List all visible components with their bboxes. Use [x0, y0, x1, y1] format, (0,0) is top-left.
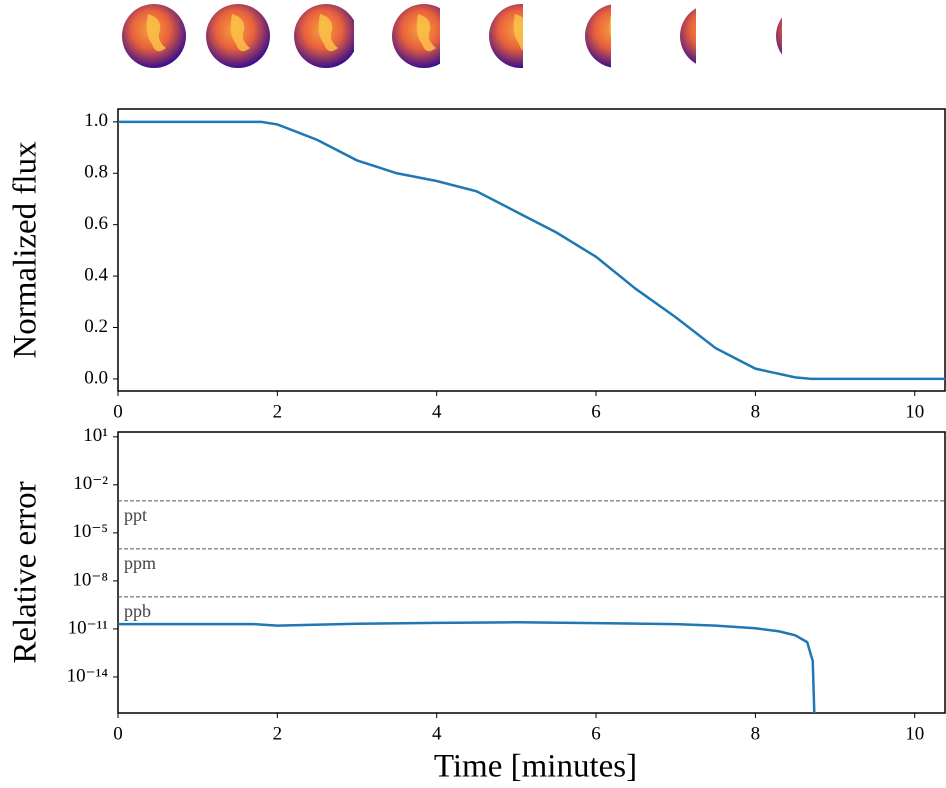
y-tick-label: 10⁻⁵: [72, 521, 108, 542]
x-tick-label: 6: [591, 401, 601, 422]
x-tick-label: 6: [591, 723, 601, 744]
x-tick-label: 4: [432, 723, 442, 744]
planet-feature: [801, 14, 820, 51]
x-tick-label: 4: [432, 401, 442, 422]
planet-feature: [318, 14, 338, 52]
planet-disk: [776, 17, 782, 55]
planet: [392, 4, 440, 68]
planet-thumbnails: [122, 4, 820, 68]
reference-label: ppb: [124, 601, 151, 621]
series-line: [118, 621, 816, 713]
planet: [585, 4, 611, 68]
y-tick-label: 10⁻²: [73, 473, 108, 494]
y-tick-label: 0.8: [84, 162, 108, 183]
y-tick-label: 10⁻¹¹: [68, 617, 109, 638]
planet-disk: [585, 4, 611, 68]
y-tick-label: 0.4: [84, 264, 108, 285]
x-tick-label: 8: [751, 401, 761, 422]
panel: 0 2 4 6 8 10 0.0 0.2 0.4 0.6 0.8 1.0 Normalized flux: [8, 108, 946, 422]
x-axis-label: Time [minutes]: [434, 749, 637, 785]
panel: 0 2 4 6 8 10 10¹ 10⁻² 10⁻⁵ 10⁻⁸ 10⁻¹¹ 10⁻¹⁴ ppt ppm pp…: [8, 425, 946, 785]
y-axis-label: Normalized flux: [8, 141, 44, 359]
y-axis-label: Relative error: [8, 481, 44, 663]
planet-feature: [705, 14, 724, 51]
planet-feature: [416, 14, 436, 52]
y-tick-label: 1.0: [84, 110, 108, 131]
y-tick-label: 10¹: [83, 425, 108, 446]
y-tick-label: 10⁻⁸: [72, 569, 108, 590]
plot-frame: [117, 431, 946, 714]
x-tick-label: 2: [273, 723, 283, 744]
series-line: [118, 120, 945, 381]
planet-disk: [680, 8, 696, 64]
x-tick-label: 2: [273, 401, 283, 422]
x-tick-label: 10: [905, 723, 924, 744]
planet: [294, 4, 354, 68]
planet-feature: [146, 14, 166, 52]
y-tick-label: 0.2: [84, 316, 108, 337]
y-tick-label: 10⁻¹⁴: [67, 665, 109, 686]
planet-feature: [513, 14, 523, 51]
planet: [776, 14, 820, 55]
x-tick-label: 8: [751, 723, 761, 744]
x-tick-label: 0: [113, 723, 123, 744]
planet-feature: [230, 14, 250, 52]
planet: [206, 4, 270, 68]
planet: [489, 4, 523, 68]
x-tick-label: 0: [113, 401, 123, 422]
planet: [680, 8, 724, 64]
reference-label: ppt: [124, 505, 147, 525]
planet-feature: [609, 14, 611, 37]
plot-frame: [117, 108, 946, 392]
planet: [122, 4, 186, 68]
x-tick-label: 10: [905, 401, 924, 422]
y-tick-label: 0.6: [84, 213, 108, 234]
reference-label: ppm: [124, 553, 156, 573]
y-tick-label: 0.0: [84, 367, 108, 388]
